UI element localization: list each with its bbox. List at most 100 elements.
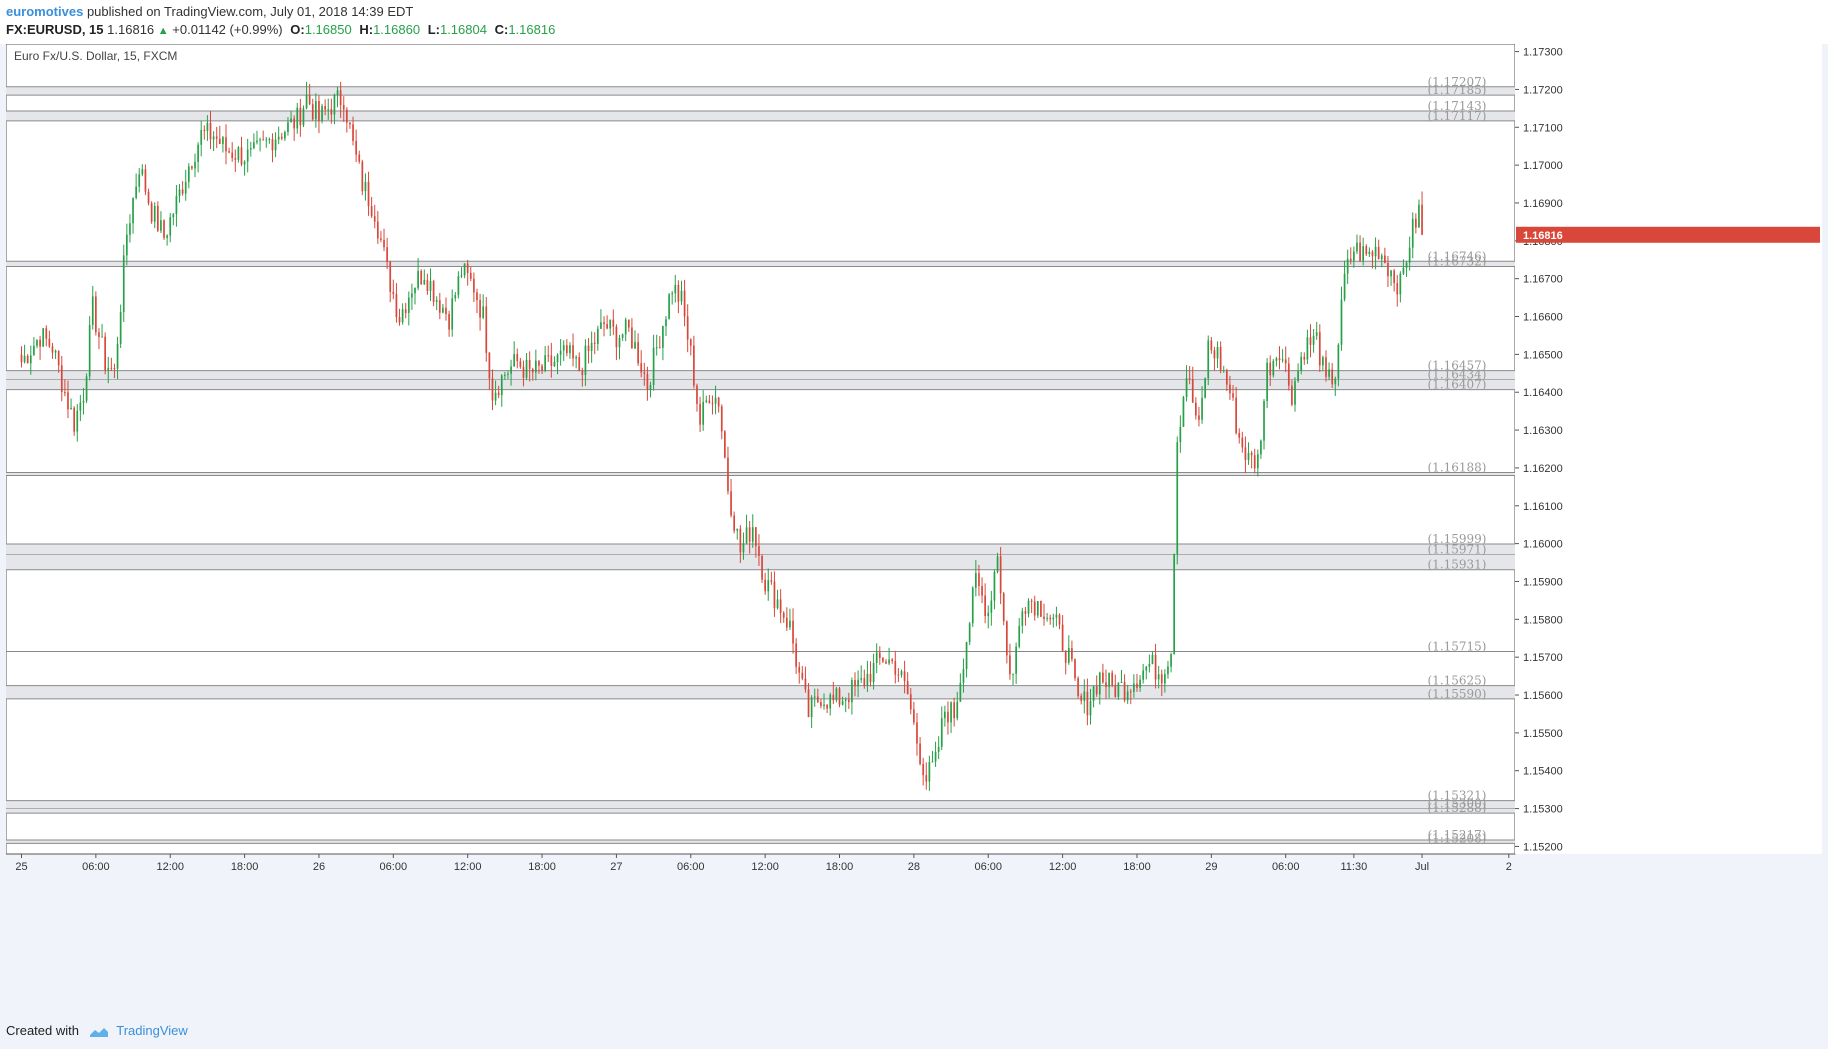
candle-body — [48, 338, 51, 347]
candle-body — [535, 360, 537, 373]
y-tick-label: 1.16000 — [1523, 539, 1563, 551]
candle-body — [1123, 681, 1126, 701]
candle-body — [299, 107, 302, 126]
candlestick-chart[interactable]: Euro Fx/U.S. Dollar, 15, FXCM (1.17207)(… — [5, 43, 1822, 1012]
candle-body — [163, 220, 165, 238]
candle-body — [931, 761, 934, 763]
candle-body — [1349, 258, 1352, 261]
candle-body — [1207, 340, 1210, 379]
candle-body — [990, 600, 993, 613]
candle-body — [1309, 337, 1312, 345]
candle-body — [104, 336, 107, 371]
last-price-marker: 1.16816 — [1516, 226, 1820, 243]
last-price: 1.16816 — [107, 22, 155, 37]
candle-body — [751, 527, 754, 542]
candle-body — [411, 293, 413, 298]
candle-body — [327, 109, 330, 111]
candle-body — [906, 681, 909, 695]
candle-body — [367, 181, 370, 207]
candle-body — [1291, 385, 1293, 405]
candle-body — [1421, 204, 1423, 235]
candle-body — [1318, 332, 1321, 366]
candle-body — [234, 158, 237, 160]
level-label: (1.16188) — [1428, 460, 1487, 474]
candle-body — [324, 106, 327, 110]
candle-body — [587, 345, 590, 352]
candle-body — [507, 373, 509, 375]
candle-body — [265, 139, 268, 141]
candle-body — [922, 764, 925, 776]
candle-body — [504, 374, 506, 376]
x-tick-label: 18:00 — [826, 861, 854, 873]
candle-body — [460, 275, 463, 277]
candle-body — [531, 369, 534, 373]
y-tick-label: 1.15600 — [1523, 690, 1563, 702]
candle-body — [253, 142, 255, 149]
candle-body — [339, 90, 342, 106]
level-label: (1.15217) — [1428, 828, 1487, 842]
candle-body — [1371, 251, 1374, 257]
candle-body — [1083, 691, 1086, 701]
candle-body — [810, 697, 813, 718]
candle-body — [1030, 600, 1033, 602]
candle-body — [1126, 691, 1129, 701]
candle-body — [761, 556, 763, 580]
candle-body — [466, 263, 469, 273]
level-zone — [6, 839, 1515, 844]
candle-body — [1095, 686, 1098, 695]
candle-body — [516, 354, 519, 362]
candle-body — [981, 586, 983, 596]
level-label: (1.16746) — [1428, 249, 1487, 263]
candle-body — [947, 711, 949, 723]
candle-body — [522, 366, 525, 378]
candle-body — [1182, 397, 1185, 427]
candle-body — [1346, 258, 1349, 274]
candle-body — [525, 359, 528, 378]
candle-body — [944, 711, 946, 719]
candle-body — [330, 109, 333, 115]
candle-body — [689, 339, 692, 346]
author-link[interactable]: euromotives — [6, 4, 84, 19]
candle-body — [528, 359, 531, 370]
candle-body — [246, 149, 249, 162]
candle-body — [925, 775, 928, 782]
candle-body — [1272, 360, 1275, 376]
candle-body — [658, 347, 661, 349]
high-value: 1.16860 — [373, 22, 421, 37]
candle-body — [1294, 380, 1296, 405]
candle-body — [29, 355, 32, 364]
candle-body — [1015, 646, 1017, 674]
candle-body — [785, 617, 788, 628]
x-tick-label: 06:00 — [380, 861, 408, 873]
candle-body — [1061, 624, 1064, 651]
candle-body — [1036, 601, 1039, 616]
candle-body — [215, 136, 218, 139]
candle-body — [373, 216, 376, 222]
x-tick-label: Jul — [1415, 861, 1429, 873]
candle-body — [401, 309, 404, 323]
candle-body — [609, 319, 612, 329]
chart-area[interactable]: Euro Fx/U.S. Dollar, 15, FXCM (1.17207)(… — [5, 43, 1822, 1017]
y-tick-label: 1.16500 — [1523, 349, 1563, 361]
y-tick-label: 1.16200 — [1523, 463, 1563, 475]
tradingview-link[interactable]: TradingView — [116, 1023, 188, 1038]
candle-body — [1418, 204, 1420, 228]
candle-body — [1225, 370, 1228, 385]
candle-body — [559, 350, 562, 355]
candle-body — [993, 571, 996, 601]
plot-pane[interactable] — [5, 43, 1516, 855]
price-axis[interactable] — [1515, 44, 1822, 854]
y-tick-label: 1.17300 — [1523, 47, 1563, 59]
level-zone — [6, 472, 1515, 476]
candle-body — [869, 673, 872, 683]
candle-body — [1188, 378, 1191, 380]
candle-body — [153, 205, 156, 222]
candle-body — [1216, 346, 1219, 359]
candle-body — [693, 345, 695, 386]
candle-body — [584, 345, 587, 376]
candle-body — [702, 401, 705, 425]
candle-body — [888, 659, 890, 664]
candle-body — [1167, 666, 1169, 675]
candle-body — [1108, 672, 1110, 688]
candle-body — [770, 580, 773, 582]
